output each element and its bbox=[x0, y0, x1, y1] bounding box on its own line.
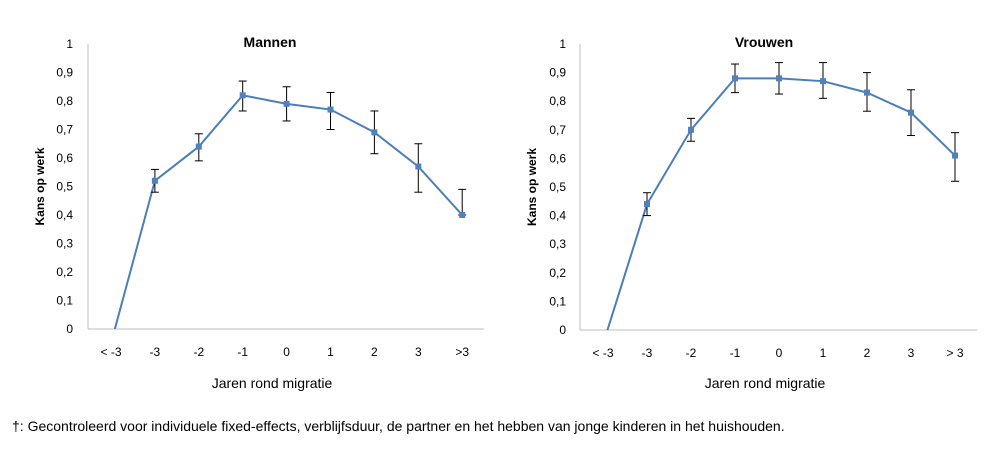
footnote: †: Gecontroleerd voor individuele fixed-… bbox=[12, 418, 785, 434]
y-tick-label: 0,4 bbox=[56, 208, 73, 222]
charts-canvas: 0 0,1 0,2 0,3 0,4 0,5 0,6 0,7 0,8 0,9 1 < -3 -3 -2 -1 0… bbox=[33, 34, 977, 391]
y-tick-label: 0 bbox=[66, 322, 73, 336]
data-point bbox=[864, 89, 870, 96]
x-tick-label: 2 bbox=[371, 345, 378, 359]
y-axis-label: Kans op werk bbox=[33, 147, 47, 225]
x-tick-label: < -3 bbox=[592, 346, 613, 360]
x-axis-label: Jaren rond migratie bbox=[212, 375, 333, 391]
data-point bbox=[283, 100, 290, 107]
y-tick-label: 1 bbox=[66, 37, 73, 51]
y-tick-label: 0,4 bbox=[549, 209, 566, 223]
x-tick-label: 1 bbox=[820, 346, 827, 360]
chart-mannen: 0 0,1 0,2 0,3 0,4 0,5 0,6 0,7 0,8 0,9 1 < -3 -3 -2 -1 0… bbox=[33, 34, 485, 391]
x-tick-label: 3 bbox=[908, 346, 915, 360]
x-tick-label: >3 bbox=[455, 345, 469, 359]
x-axis-label: Jaren rond migratie bbox=[705, 375, 826, 391]
x-tick-label: 3 bbox=[415, 345, 422, 359]
data-point bbox=[820, 78, 826, 85]
data-point bbox=[195, 143, 202, 150]
y-tick-label: 0,1 bbox=[56, 294, 73, 308]
x-tick-label: 0 bbox=[283, 345, 290, 359]
y-tick-label: 0,2 bbox=[549, 266, 566, 280]
x-tick-label: -1 bbox=[730, 346, 741, 360]
y-tick-label: 0,2 bbox=[56, 265, 73, 279]
data-point bbox=[908, 109, 914, 116]
data-point bbox=[688, 126, 694, 133]
data-point bbox=[732, 75, 738, 82]
x-tick-label: > 3 bbox=[946, 346, 963, 360]
y-tick-label: 0,3 bbox=[56, 237, 73, 251]
y-tick-label: 0,9 bbox=[56, 66, 73, 80]
data-point bbox=[371, 129, 378, 136]
y-tick-label: 0,7 bbox=[549, 123, 566, 137]
y-tick-label: 0,1 bbox=[549, 294, 566, 308]
y-tick-label: 0,5 bbox=[549, 180, 566, 194]
x-tick-label: -2 bbox=[686, 346, 697, 360]
y-tick-label: 0,5 bbox=[56, 180, 73, 194]
data-point bbox=[327, 106, 334, 113]
x-tick-label: -1 bbox=[237, 345, 248, 359]
y-tick-label: 0,6 bbox=[549, 151, 566, 165]
y-tick-label: 0,8 bbox=[549, 94, 566, 108]
chart-vrouwen: 0 0,1 0,2 0,3 0,4 0,5 0,6 0,7 0,8 0,9 1 < -3 -3 -2 -1 0… bbox=[525, 34, 977, 391]
y-tick-label: 0 bbox=[559, 323, 566, 337]
data-point bbox=[776, 75, 782, 82]
x-tick-label: -3 bbox=[150, 345, 161, 359]
x-tick-label: < -3 bbox=[100, 345, 121, 359]
y-tick-label: 0,7 bbox=[56, 123, 73, 137]
data-point bbox=[952, 152, 958, 159]
x-tick-label: 0 bbox=[776, 346, 783, 360]
chart-title: Vrouwen bbox=[735, 34, 793, 50]
y-tick-label: 0,3 bbox=[549, 237, 566, 251]
series-line bbox=[606, 77, 956, 330]
data-point bbox=[239, 92, 246, 99]
x-tick-label: 1 bbox=[327, 345, 334, 359]
y-tick-label: 1 bbox=[559, 37, 566, 51]
y-tick-label: 0,9 bbox=[549, 66, 566, 80]
x-tick-label: -2 bbox=[193, 345, 204, 359]
y-tick-label: 0,8 bbox=[56, 94, 73, 108]
data-point bbox=[644, 201, 650, 208]
y-tick-label: 0,6 bbox=[56, 151, 73, 165]
series-line bbox=[113, 94, 463, 329]
data-point bbox=[459, 212, 466, 218]
data-point bbox=[415, 163, 422, 170]
data-point bbox=[151, 177, 158, 184]
chart-title: Mannen bbox=[244, 34, 297, 50]
y-axis-label: Kans op werk bbox=[525, 148, 539, 226]
x-tick-label: -3 bbox=[642, 346, 653, 360]
x-tick-label: 2 bbox=[864, 346, 871, 360]
